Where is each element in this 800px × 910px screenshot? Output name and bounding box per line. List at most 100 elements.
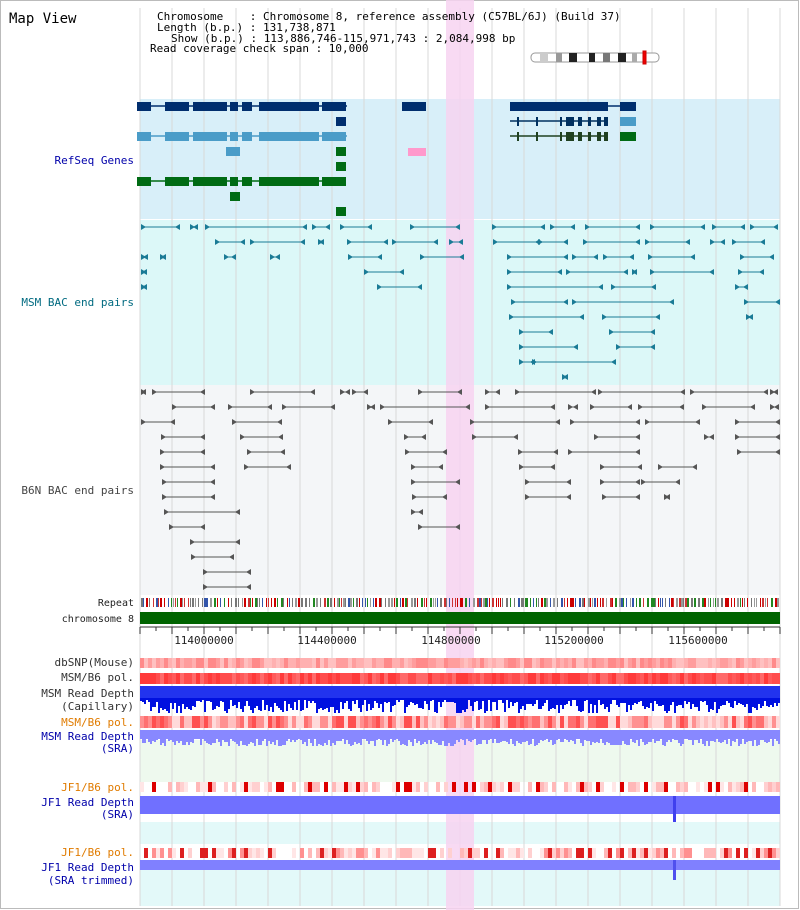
chromosome-bar[interactable]: [140, 612, 780, 624]
depth-bar: [444, 796, 446, 798]
heat-cell: [220, 673, 224, 684]
depth-bar: [234, 796, 236, 802]
depth-bar: [222, 737, 224, 740]
depth-bar: [356, 796, 358, 798]
depth-bar: [684, 737, 686, 739]
repeat-element: [435, 598, 436, 607]
depth-bar: [440, 860, 442, 861]
heat-cell: [308, 848, 312, 858]
heat-cell: [492, 716, 496, 728]
depth-bar: [464, 737, 466, 745]
depth-bar: [432, 737, 434, 740]
depth-bar: [178, 796, 180, 801]
heat-cell: [296, 658, 300, 668]
depth-bar: [252, 860, 254, 862]
heat-cell: [456, 658, 460, 668]
depth-bar: [286, 737, 288, 741]
repeat-element: [396, 598, 398, 607]
b6n-bac-pairs[interactable]: [141, 389, 780, 590]
gene-exon: [566, 117, 574, 126]
heat-cell: [140, 782, 144, 792]
b6n-pair-end: [519, 464, 524, 470]
msm-pair-end: [367, 224, 372, 230]
repeat-element: [639, 598, 641, 607]
depth-bar: [254, 796, 256, 798]
repeat-element: [660, 598, 661, 607]
repeat-element: [610, 598, 612, 607]
depth-bar: [194, 737, 196, 739]
heat-cell: [256, 673, 260, 684]
heat-cell: [448, 673, 452, 684]
depth-bar: [638, 737, 640, 746]
heat-cell: [680, 782, 684, 792]
repeat-element: [430, 598, 432, 607]
chromosome-ideogram[interactable]: [530, 50, 660, 65]
repeat-element: [259, 598, 260, 607]
heat-cell: [180, 716, 184, 728]
label-b6n-bac[interactable]: B6N BAC end pairs: [21, 484, 134, 497]
label-refseq-genes[interactable]: RefSeq Genes: [55, 154, 134, 167]
msm-pair-end: [141, 224, 146, 230]
heat-cell: [644, 716, 648, 728]
depth-bar: [626, 737, 628, 745]
heat-cell: [412, 848, 416, 858]
depth-bar: [260, 796, 262, 803]
depth-bar: [492, 737, 494, 743]
heat-cell: [280, 673, 284, 684]
depth-bar: [630, 860, 632, 862]
heat-cell: [324, 716, 328, 728]
heat-cell: [144, 716, 148, 728]
heat-cell: [440, 848, 444, 858]
depth-bar: [230, 737, 232, 739]
heat-cell: [664, 658, 668, 668]
depth-bar: [540, 796, 542, 800]
depth-bar: [604, 860, 606, 864]
heat-cell: [188, 673, 192, 684]
depth-bar: [170, 737, 172, 740]
b6n-pair-end: [278, 434, 283, 440]
depth-bar: [672, 737, 674, 739]
depth-bar: [754, 796, 756, 800]
selection-highlight[interactable]: [446, 0, 474, 910]
heat-cell: [416, 673, 420, 684]
heat-cell: [256, 848, 260, 858]
heat-cell: [552, 848, 556, 858]
heat-cell: [320, 673, 324, 684]
heat-cell: [600, 658, 604, 668]
heat-cell: [200, 673, 204, 684]
refseq-genes[interactable]: [137, 102, 636, 216]
depth-bar: [596, 860, 598, 866]
depth-bar: [334, 686, 336, 713]
depth-bar: [250, 860, 252, 862]
depth-bar: [638, 860, 640, 862]
depth-bar: [428, 860, 430, 865]
msm-pair-end: [759, 269, 764, 275]
heat-cell: [756, 716, 760, 728]
depth-bar: [774, 860, 776, 861]
heat-cell: [524, 673, 528, 684]
depth-bar: [506, 737, 508, 742]
quantitative-tracks[interactable]: [140, 658, 780, 880]
depth-bar: [676, 737, 678, 740]
heat-cell: [576, 782, 580, 792]
depth-bar: [218, 796, 220, 801]
depth-bar: [242, 737, 244, 745]
heat-cell: [564, 848, 568, 858]
heat-cell: [504, 658, 508, 668]
heat-cell: [276, 673, 280, 684]
heat-cell: [532, 658, 536, 668]
b6n-pair-end: [568, 449, 573, 455]
depth-bar: [500, 796, 502, 799]
depth-bar: [420, 796, 422, 802]
heat-cell: [772, 673, 776, 684]
repeat-track[interactable]: [141, 598, 779, 607]
msm-bac-pairs[interactable]: [141, 224, 780, 380]
msm-pair-end: [399, 269, 404, 275]
depth-bar: [410, 796, 412, 801]
repeat-element: [257, 598, 258, 607]
heat-cell: [172, 848, 176, 858]
msm-pair-end: [616, 344, 621, 350]
label-msm-bac[interactable]: MSM BAC end pairs: [21, 296, 134, 309]
gene-exon: [193, 177, 227, 186]
